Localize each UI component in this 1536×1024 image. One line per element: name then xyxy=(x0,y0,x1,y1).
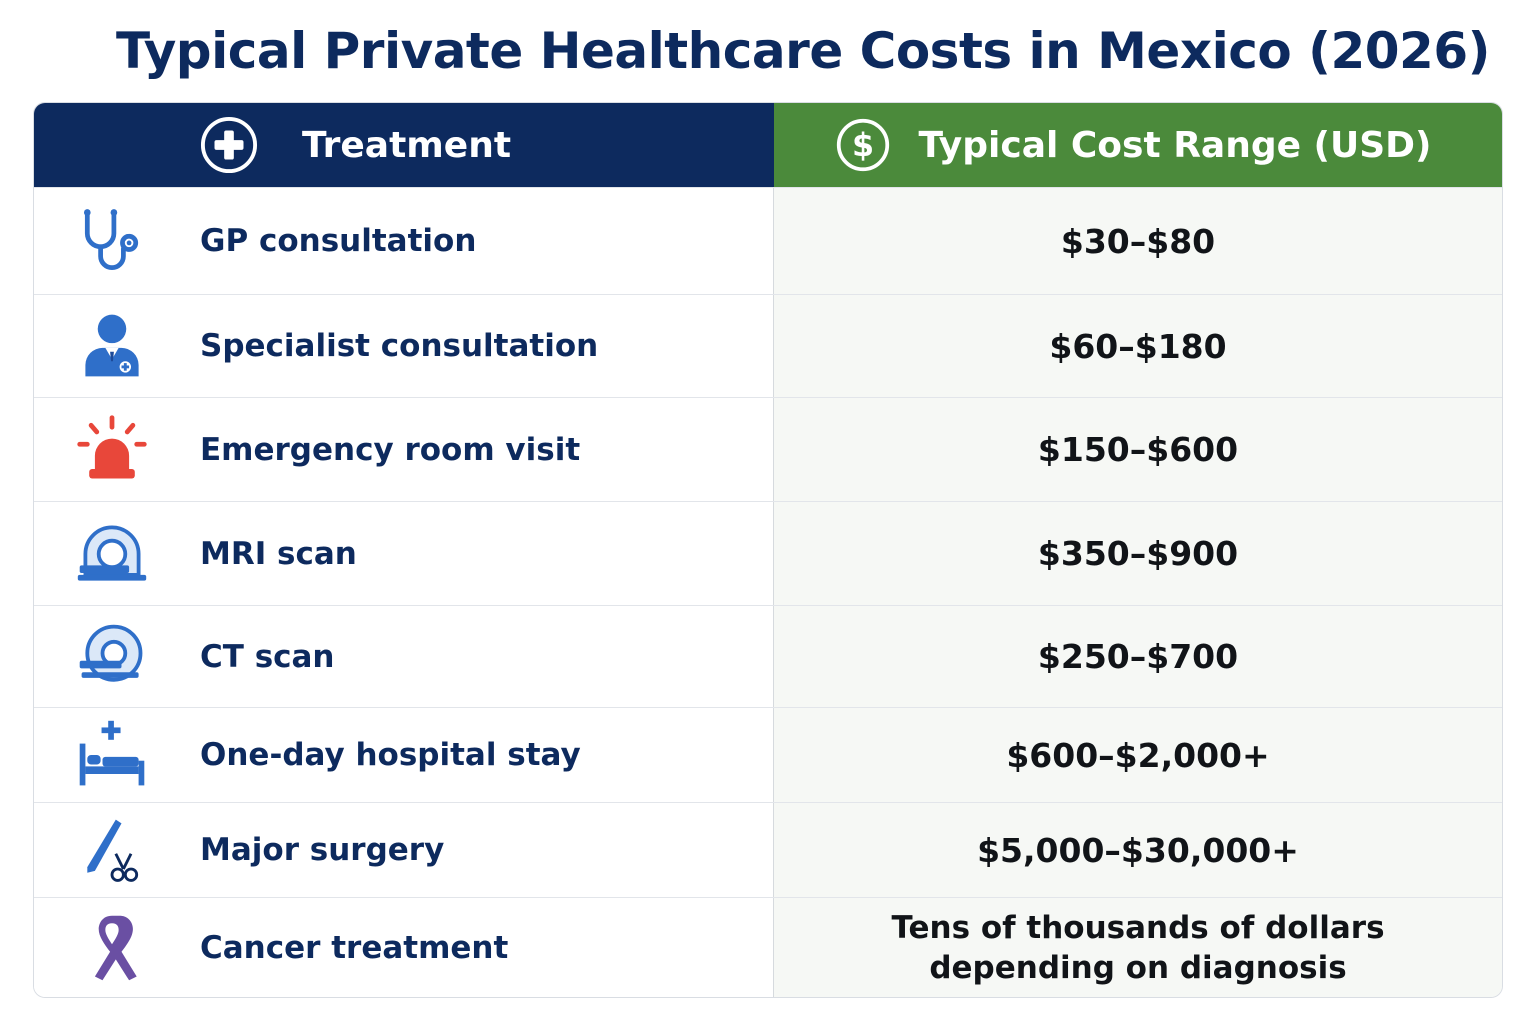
table-row: Specialist consultation $60–$180 xyxy=(34,294,1502,397)
cost-value: Tens of thousands of dollars depending o… xyxy=(891,908,1384,988)
table-row: Major surgery $5,000–$30,000+ xyxy=(34,802,1502,897)
table-row: CT scan $250–$700 xyxy=(34,605,1502,707)
cost-cell: $600–$2,000+ xyxy=(774,708,1502,802)
cost-cell: $150–$600 xyxy=(774,398,1502,501)
cost-line: Tens of thousands of dollars xyxy=(891,909,1385,946)
scalpel-scissors-icon xyxy=(87,819,139,882)
cost-cell: Tens of thousands of dollars depending o… xyxy=(774,898,1502,997)
treatment-cell: Emergency room visit xyxy=(34,398,774,501)
table-row: GP consultation $30–$80 xyxy=(34,187,1502,294)
cost-value: $5,000–$30,000+ xyxy=(977,830,1299,870)
table-row: MRI scan $350–$900 xyxy=(34,501,1502,605)
table-row: One-day hospital stay $600–$2,000+ xyxy=(34,707,1502,802)
treatment-name: Emergency room visit xyxy=(200,431,581,468)
doctor-icon xyxy=(85,314,139,377)
treatment-name: CT scan xyxy=(200,638,335,675)
page-title: Typical Private Healthcare Costs in Mexi… xyxy=(116,22,1490,80)
treatment-cell: CT scan xyxy=(34,606,774,707)
treatment-name: Specialist consultation xyxy=(200,328,599,364)
table-row: Emergency room visit $150–$600 xyxy=(34,397,1502,501)
table-header: Treatment $ Typical Cost Range (USD) xyxy=(34,103,1502,187)
treatment-name: One-day hospital stay xyxy=(200,737,581,773)
cost-cell: $60–$180 xyxy=(774,295,1502,397)
medical-cross-icon xyxy=(200,116,258,174)
dollar-icon: $ xyxy=(836,118,889,172)
awareness-ribbon-icon xyxy=(94,915,137,980)
treatment-column-header: Treatment xyxy=(34,103,774,187)
cost-cell: $5,000–$30,000+ xyxy=(774,803,1502,897)
emergency-siren-icon xyxy=(77,414,147,478)
cost-value: $350–$900 xyxy=(1037,534,1239,573)
treatment-cell: GP consultation xyxy=(34,188,774,294)
stethoscope-icon xyxy=(83,209,139,270)
treatment-cell: One-day hospital stay xyxy=(34,708,774,802)
cost-column-header: $ Typical Cost Range (USD) xyxy=(774,103,1502,187)
cost-table: Treatment $ Typical Cost Range (USD) GP … xyxy=(33,102,1503,998)
treatment-cell: Specialist consultation xyxy=(34,295,774,397)
hospital-bed-icon xyxy=(79,720,145,786)
treatment-name: Major surgery xyxy=(200,832,445,868)
treatment-name: GP consultation xyxy=(200,223,477,259)
cost-header-label: Typical Cost Range (USD) xyxy=(918,124,1432,166)
mri-scanner-icon xyxy=(77,525,147,581)
cost-value: $250–$700 xyxy=(1037,637,1239,676)
svg-text:$: $ xyxy=(851,128,873,164)
treatment-name: MRI scan xyxy=(200,535,357,572)
treatment-cell: Cancer treatment xyxy=(34,898,774,997)
cost-cell: $250–$700 xyxy=(774,606,1502,707)
cost-value: $600–$2,000+ xyxy=(1006,735,1270,775)
cost-cell: $350–$900 xyxy=(774,502,1502,605)
table-row: Cancer treatment Tens of thousands of do… xyxy=(34,897,1502,997)
cost-cell: $30–$80 xyxy=(774,188,1502,294)
treatment-name: Cancer treatment xyxy=(200,929,509,966)
ct-scanner-icon xyxy=(79,624,143,682)
cost-value: $30–$80 xyxy=(1060,221,1216,261)
cost-value: $150–$600 xyxy=(1037,430,1239,469)
treatment-header-label: Treatment xyxy=(302,124,512,166)
treatment-cell: Major surgery xyxy=(34,803,774,897)
cost-line: depending on diagnosis xyxy=(929,949,1347,986)
cost-value: $60–$180 xyxy=(1049,326,1227,366)
treatment-cell: MRI scan xyxy=(34,502,774,605)
